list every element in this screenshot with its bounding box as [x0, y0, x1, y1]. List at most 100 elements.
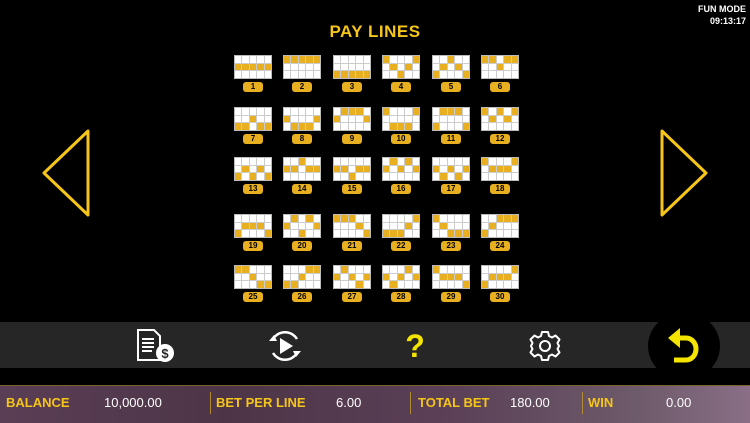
payline-number: 20 — [292, 241, 312, 251]
payline-cell — [504, 281, 511, 288]
payline-pattern — [333, 214, 371, 238]
settings-icon[interactable] — [525, 327, 565, 365]
payline-cell — [489, 158, 496, 165]
payline-cell — [504, 222, 511, 230]
payline-cell — [284, 123, 291, 130]
payline-cell — [356, 230, 363, 237]
payline-cell — [447, 266, 455, 273]
payline-cell — [298, 108, 306, 115]
payline-cell — [412, 123, 419, 130]
payline-cell — [306, 222, 313, 230]
back-button[interactable] — [648, 312, 720, 380]
previous-page-arrow-icon[interactable] — [40, 128, 92, 218]
payline-cell — [341, 266, 348, 273]
payline-cell — [462, 266, 469, 273]
payline-pattern — [432, 55, 470, 79]
payline-cell — [235, 165, 242, 173]
payline-number: 28 — [391, 292, 411, 302]
payline-pattern — [283, 55, 321, 79]
payline-cell — [334, 56, 341, 63]
payline-number: 16 — [391, 184, 411, 194]
payline-cell — [235, 273, 242, 281]
payline-cell — [356, 108, 363, 115]
payline-cell — [482, 158, 489, 165]
next-page-arrow-icon[interactable] — [658, 128, 710, 218]
payline-cell — [334, 108, 341, 115]
payline-cell — [440, 123, 447, 130]
payline-cell — [284, 273, 291, 281]
payline-cell — [383, 123, 390, 130]
total-bet-label: TOTAL BET — [418, 395, 490, 410]
payline-cell — [390, 71, 397, 78]
payline-cell — [356, 56, 363, 63]
payline-cell — [496, 266, 504, 273]
payline-cell — [306, 215, 313, 222]
payline-cell — [313, 108, 320, 115]
payline-cell — [235, 158, 242, 165]
payline-cell — [264, 273, 271, 281]
payline-cell — [455, 71, 462, 78]
payline-cell — [306, 266, 313, 273]
payline-cell — [405, 173, 412, 180]
payline-cell — [334, 123, 341, 130]
payline-pattern — [333, 157, 371, 181]
payline-cell — [284, 173, 291, 180]
payline-cell — [455, 108, 462, 115]
payline-cell — [348, 115, 356, 123]
payline-24: 24 — [481, 214, 519, 251]
payline-cell — [235, 215, 242, 222]
payline-cell — [291, 108, 298, 115]
payline-cell — [504, 266, 511, 273]
payline-cell — [298, 215, 306, 222]
payline-cell — [383, 222, 390, 230]
payline-cell — [440, 173, 447, 180]
payline-cell — [397, 273, 405, 281]
payline-cell — [348, 173, 356, 180]
payline-cell — [291, 115, 298, 123]
payline-cell — [390, 230, 397, 237]
payline-cell — [348, 222, 356, 230]
payline-cell — [496, 108, 504, 115]
payline-pattern — [234, 157, 272, 181]
payline-cell — [334, 63, 341, 71]
payline-cell — [235, 281, 242, 288]
payline-cell — [291, 266, 298, 273]
payline-pattern — [382, 157, 420, 181]
payline-pattern — [234, 107, 272, 131]
payline-29: 29 — [432, 265, 470, 302]
payline-cell — [511, 123, 518, 130]
payline-cell — [341, 56, 348, 63]
payline-cell — [390, 222, 397, 230]
payline-number: 30 — [490, 292, 510, 302]
payline-16: 16 — [382, 157, 420, 194]
payline-pattern — [432, 265, 470, 289]
payline-cell — [462, 123, 469, 130]
payline-cell — [397, 281, 405, 288]
payline-cell — [511, 71, 518, 78]
payline-cell — [397, 222, 405, 230]
payline-cell — [242, 123, 249, 130]
autoplay-icon[interactable] — [265, 327, 305, 365]
payline-cell — [356, 173, 363, 180]
payline-23: 23 — [432, 214, 470, 251]
payline-cell — [284, 56, 291, 63]
payline-cell — [489, 273, 496, 281]
payline-cell — [298, 123, 306, 130]
payline-number: 18 — [490, 184, 510, 194]
payline-cell — [284, 281, 291, 288]
payline-cell — [390, 115, 397, 123]
payline-cell — [455, 281, 462, 288]
payline-cell — [306, 63, 313, 71]
paytable-icon[interactable]: $ — [135, 327, 175, 365]
payline-pattern — [432, 157, 470, 181]
payline-cell — [405, 56, 412, 63]
payline-pattern — [382, 214, 420, 238]
payline-cell — [405, 108, 412, 115]
payline-cell — [496, 165, 504, 173]
payline-cell — [447, 215, 455, 222]
help-icon[interactable]: ? — [405, 327, 425, 364]
payline-cell — [306, 281, 313, 288]
payline-cell — [298, 165, 306, 173]
payline-cell — [511, 173, 518, 180]
payline-cell — [356, 165, 363, 173]
